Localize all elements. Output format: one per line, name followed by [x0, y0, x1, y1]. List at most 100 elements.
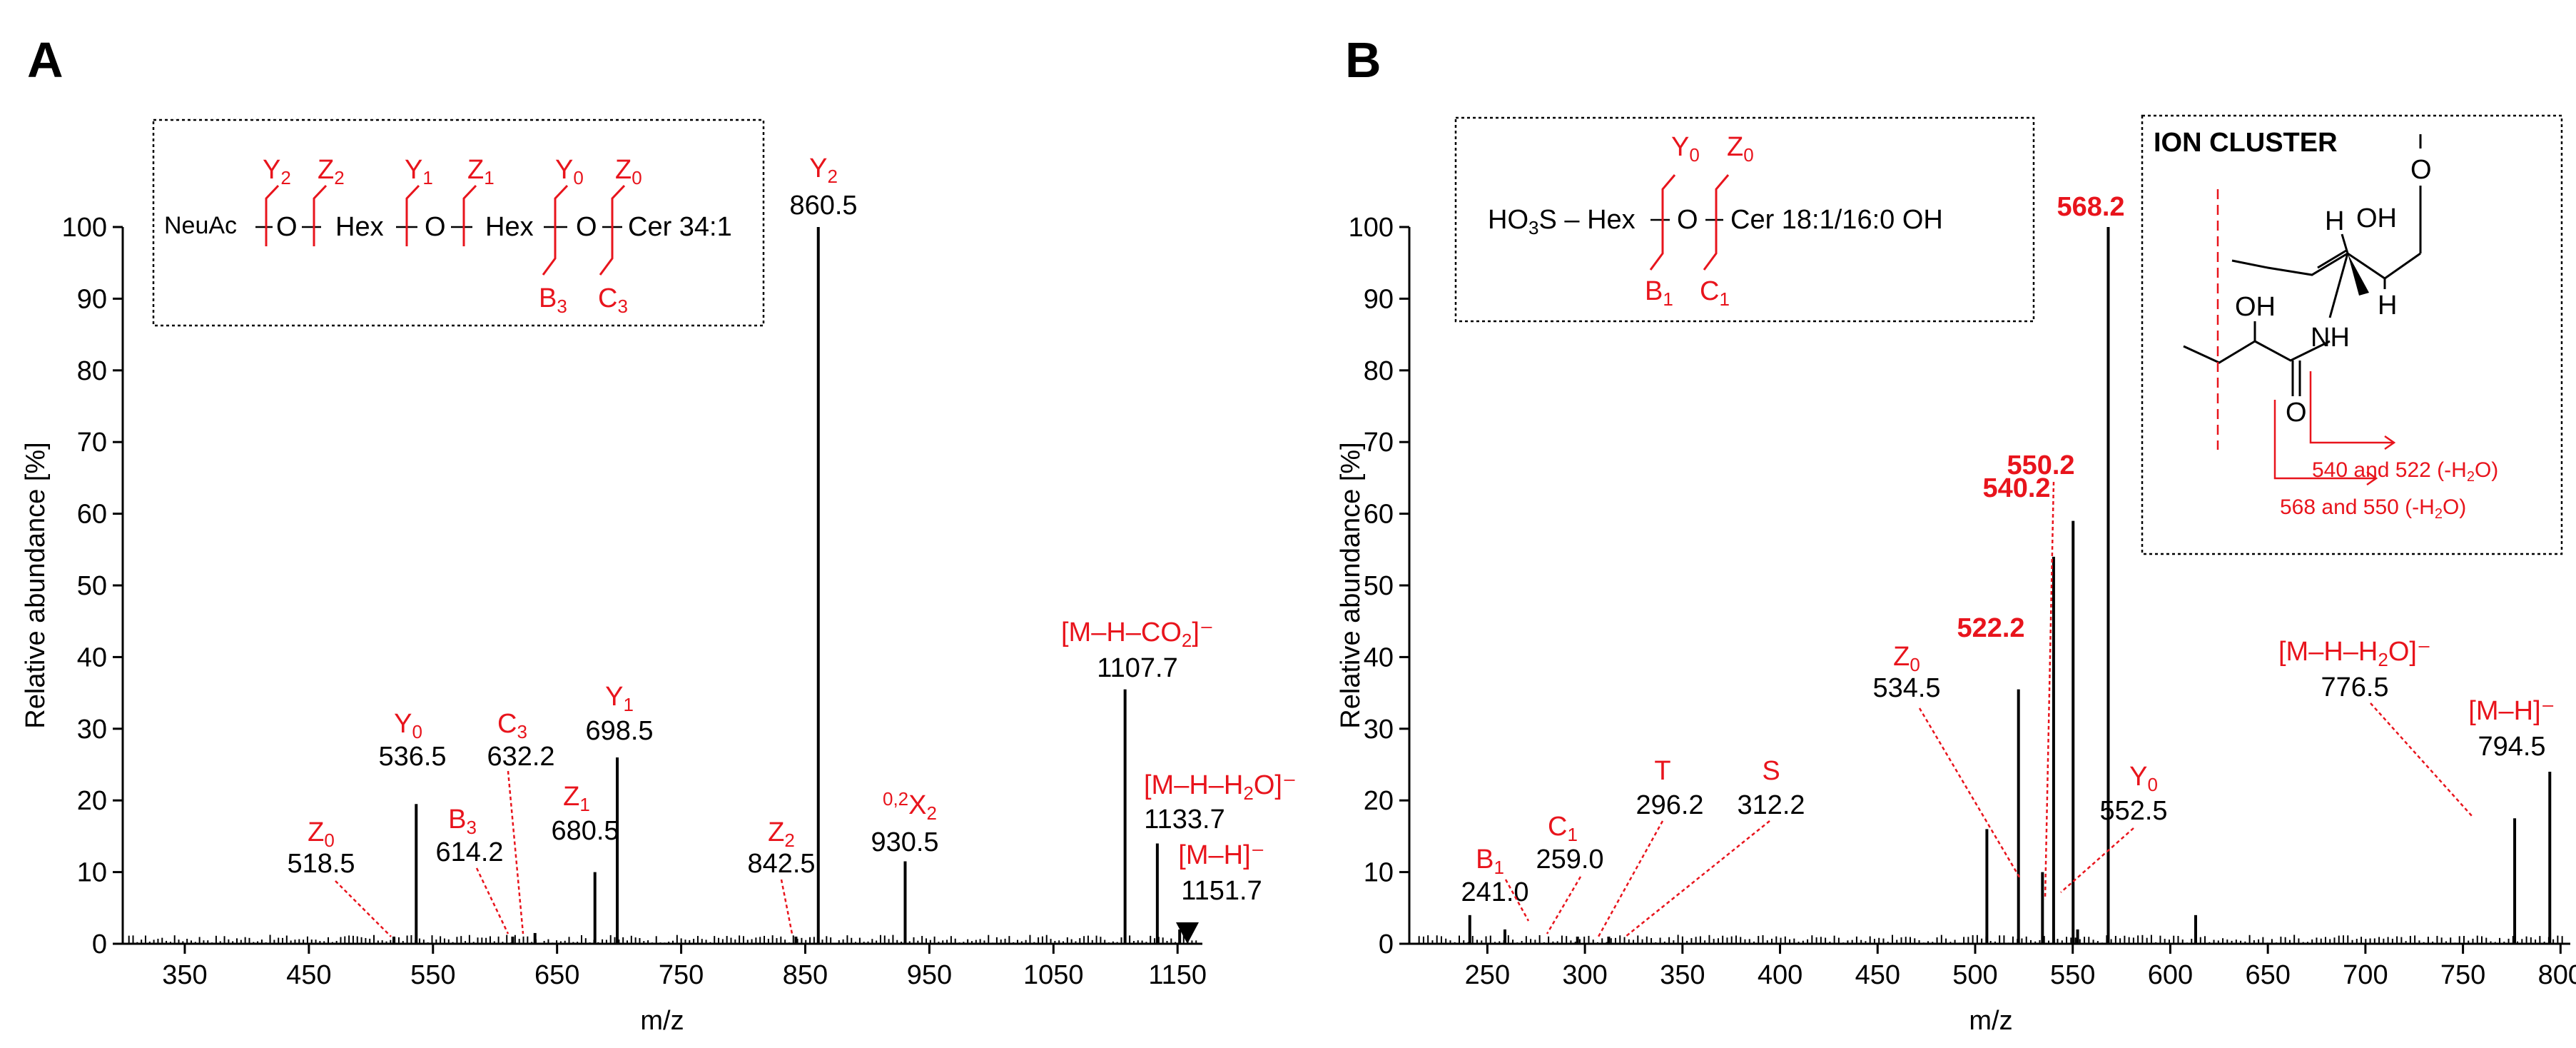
- y-tick-label: 0: [92, 929, 107, 959]
- x-tick-label: 650: [534, 960, 579, 990]
- x-tick-label: 800: [2538, 960, 2576, 990]
- ann-s: S: [1762, 756, 1780, 786]
- panel-b-annotations: B1 241.0 C1 259.0 T 296.2 S 312.2 Z0 534…: [1461, 192, 2555, 937]
- atom-oh-2: OH: [2235, 292, 2276, 322]
- residue-cer: Cer 34:1: [628, 212, 732, 242]
- cleavage-y0-b: Y0: [1671, 132, 1700, 166]
- ann-b1: B1: [1476, 845, 1504, 878]
- x-tick-label: 550: [410, 960, 455, 990]
- ion-cluster-title: ION CLUSTER: [2154, 128, 2338, 158]
- residue-hex-1: Hex: [335, 212, 384, 242]
- x-tick-label: 750: [659, 960, 704, 990]
- ann-z1: Z1: [563, 782, 590, 815]
- cleavage-z0: Z0: [615, 155, 642, 188]
- ann-568: 568.2: [2057, 192, 2124, 222]
- x-tick-label: 550: [2050, 960, 2095, 990]
- y-tick-label: 0: [1379, 929, 1394, 959]
- x-tick-label: 350: [1660, 960, 1705, 990]
- panel-a-annotations: Y2 860.5 Z0 518.5 Y0 536.5 B3 614.2 C3 6…: [287, 153, 1297, 937]
- panel-a-y-label: Relative abundance [%]: [21, 442, 51, 728]
- panel-a-structure-box: [152, 119, 765, 327]
- ann-m-h-h2o-b: [M–H–H2O]⁻: [2278, 637, 2431, 670]
- ann-z0-b-value: 534.5: [1872, 673, 1940, 703]
- ann-t-value: 296.2: [1636, 790, 1703, 820]
- ann-m-h-h2o: [M–H–H2O]⁻: [1144, 770, 1297, 804]
- x-tick-label: 450: [1855, 960, 1900, 990]
- ann-t: T: [1654, 756, 1670, 786]
- ann-y2-value: 860.5: [789, 191, 857, 221]
- cleavage-y0: Y0: [555, 155, 584, 188]
- residue-o-1: O: [276, 212, 298, 242]
- residue-hex-2: Hex: [485, 212, 534, 242]
- ann-522: 522.2: [1957, 613, 2024, 643]
- panel-b-y-label: Relative abundance [%]: [1336, 442, 1366, 728]
- y-tick-label: 30: [77, 715, 107, 745]
- ion-cluster-box: [2141, 114, 2563, 555]
- ann-c3: C3: [497, 709, 527, 742]
- y-tick-label: 80: [77, 356, 107, 386]
- ann-m-h: [M–H]⁻: [1178, 840, 1264, 870]
- ann-b3: B3: [448, 805, 477, 838]
- ann-m-h-co2: [M–H–CO2]⁻: [1061, 618, 1214, 651]
- ann-y1: Y1: [605, 682, 634, 715]
- x-tick-label: 700: [2343, 960, 2388, 990]
- y-tick-label: 80: [1364, 356, 1394, 386]
- ann-b3-value: 614.2: [435, 837, 503, 867]
- x-tick-label: 1150: [1148, 960, 1207, 990]
- atom-nh: NH: [2311, 323, 2350, 353]
- atom-oh-1: OH: [2356, 203, 2397, 233]
- ann-z1-value: 680.5: [551, 816, 619, 846]
- x-tick-label: 650: [2245, 960, 2290, 990]
- panel-b-x-label: m/z: [1969, 1006, 2012, 1036]
- ceramide: Cer 18:1/16:0 OH: [1730, 205, 1943, 235]
- y-tick-label: 60: [1364, 500, 1394, 530]
- ion-cluster-note-2: 568 and 550 (-H2O): [2280, 495, 2466, 522]
- cleavage-z0-b: Z0: [1727, 132, 1754, 166]
- cleavage-b3: B3: [539, 283, 567, 317]
- cleavage-z1: Z1: [467, 155, 495, 188]
- y-tick-label: 20: [77, 786, 107, 816]
- x-tick-label: 400: [1758, 960, 1802, 990]
- panel-a-x-label: m/z: [640, 1006, 684, 1036]
- x-tick-label: 850: [783, 960, 828, 990]
- precursor-marker-icon: [1176, 922, 1199, 944]
- ann-y0-b-value: 552.5: [2099, 796, 2167, 826]
- cleavage-c3: C3: [598, 283, 628, 317]
- y-tick-label: 50: [77, 571, 107, 601]
- ann-x2: 0,2X2: [883, 788, 937, 824]
- ann-c1: C1: [1548, 812, 1578, 845]
- x-tick-label: 750: [2440, 960, 2485, 990]
- panel-b: 0 10 20 30 40 50 60 70 80 90 100 250 300 350 400 450 50…: [1336, 114, 2576, 1036]
- x-tick-label: 500: [1952, 960, 1997, 990]
- ann-y0-b: Y0: [2129, 762, 2158, 795]
- ann-m-h-b: [M–H]⁻: [2468, 696, 2555, 726]
- y-tick-label: 40: [1364, 643, 1394, 672]
- x-tick-label: 1050: [1023, 960, 1084, 990]
- atom-h-1: H: [2325, 206, 2344, 236]
- cleavage-b1: B1: [1645, 276, 1673, 310]
- cleavage-c1: C1: [1700, 276, 1730, 310]
- sulfo-hex: HO3S – Hex: [1488, 205, 1636, 238]
- y-tick-label: 50: [1364, 571, 1394, 601]
- ann-z2: Z2: [768, 817, 795, 851]
- cleavage-z2: Z2: [318, 155, 345, 188]
- ann-m-h-co2-value: 1107.7: [1097, 653, 1177, 683]
- ann-y2: Y2: [809, 153, 838, 187]
- ann-z0-value: 518.5: [287, 849, 355, 879]
- ann-m-h-b-value: 794.5: [2478, 732, 2545, 762]
- x-tick-label: 450: [286, 960, 331, 990]
- panel-a-structure: NeuAc O Hex O Hex O Cer 34:1: [164, 155, 732, 317]
- x-tick-label: 950: [907, 960, 952, 990]
- ann-m-h-h2o-value: 1133.7: [1144, 805, 1224, 835]
- y-tick-label: 30: [1364, 715, 1394, 745]
- residue-o-2: O: [425, 212, 446, 242]
- y-tick-label: 90: [77, 284, 107, 314]
- ion-cluster: ION CLUSTER O H OH H: [2154, 128, 2498, 522]
- y-tick-label: 10: [1364, 858, 1394, 888]
- ion-cluster-note-1: 540 and 522 (-H2O): [2312, 458, 2498, 485]
- ann-z2-value: 842.5: [747, 849, 815, 879]
- panel-a-label: A: [27, 32, 64, 88]
- ann-x2-value: 930.5: [871, 827, 938, 857]
- x-tick-label: 250: [1465, 960, 1510, 990]
- ann-540: 540.2: [1982, 473, 2050, 503]
